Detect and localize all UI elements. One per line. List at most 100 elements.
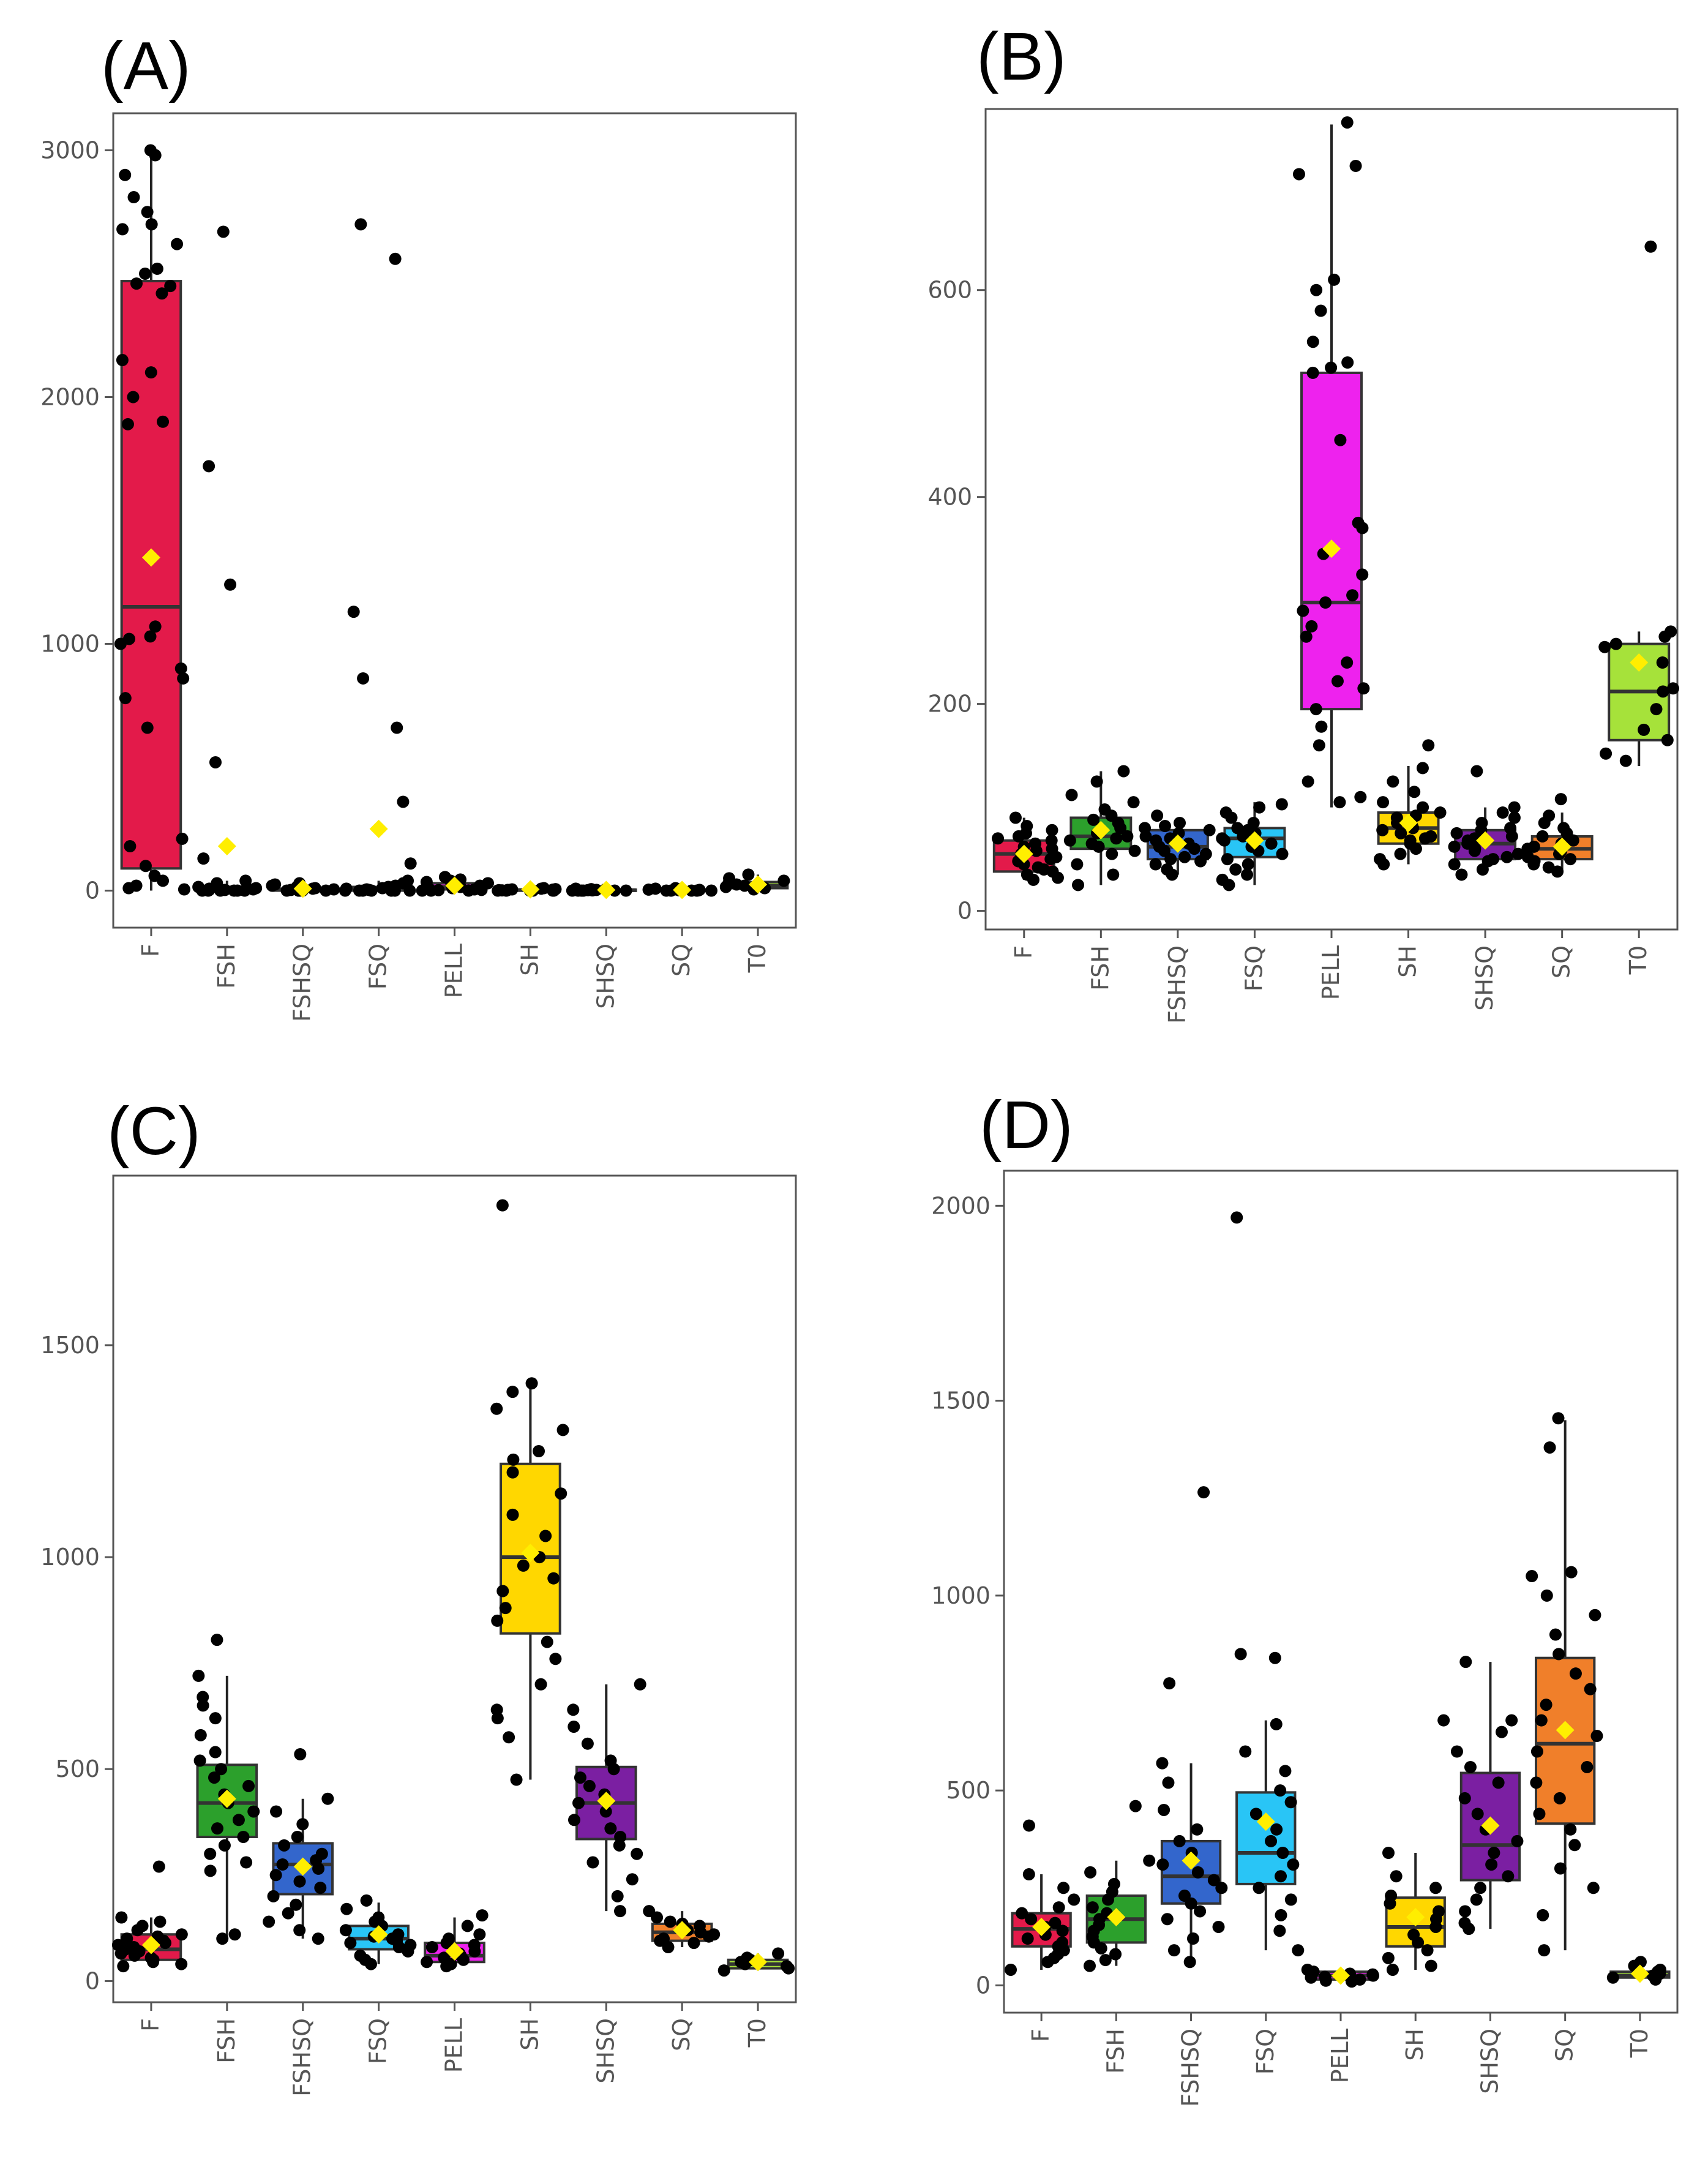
data-point xyxy=(1305,620,1318,633)
y-tick-label: 500 xyxy=(946,1777,991,1804)
data-point xyxy=(1310,283,1323,296)
data-point xyxy=(1203,824,1216,836)
data-point xyxy=(1450,827,1463,839)
data-point xyxy=(1276,1847,1289,1860)
data-point xyxy=(151,262,163,275)
data-point xyxy=(152,1860,165,1873)
data-point xyxy=(1173,1834,1186,1847)
x-tick-label: F xyxy=(1027,2029,1054,2042)
data-point xyxy=(1606,1971,1619,1984)
data-point xyxy=(144,630,157,643)
data-point xyxy=(468,1945,481,1958)
y-tick-label: 1500 xyxy=(931,1387,991,1414)
data-point xyxy=(1537,1909,1549,1921)
y-tick-label: 0 xyxy=(976,1972,991,1999)
data-point xyxy=(293,1924,306,1937)
data-point xyxy=(490,1402,503,1415)
data-point xyxy=(1162,1776,1175,1789)
data-point xyxy=(1553,1792,1566,1804)
data-point xyxy=(1584,1683,1597,1695)
data-point xyxy=(1090,775,1103,788)
data-point xyxy=(1270,1823,1283,1836)
mean-marker xyxy=(217,1789,236,1808)
x-tick-label: SHSQ xyxy=(592,2018,619,2084)
data-point xyxy=(1357,682,1370,695)
data-point xyxy=(1309,703,1322,716)
data-point xyxy=(1084,1866,1097,1879)
x-tick-label: T0 xyxy=(744,2018,771,2048)
data-point xyxy=(1422,739,1435,752)
data-point xyxy=(1009,811,1022,824)
data-point xyxy=(461,1920,474,1932)
data-point xyxy=(178,883,190,896)
data-point xyxy=(147,1956,160,1969)
data-point xyxy=(1052,1901,1065,1914)
mean-marker xyxy=(1406,1908,1425,1927)
data-point xyxy=(209,1712,222,1725)
y-tick-label: 600 xyxy=(927,277,972,304)
mean-marker xyxy=(749,1953,768,1972)
panel-b: (B) 0 200 400 600 F FSH FSHSQ FSQ PELL SH SHSQ SQ T0 xyxy=(927,19,1679,1024)
data-point xyxy=(1249,1808,1262,1820)
data-point xyxy=(1470,765,1483,778)
mean-marker xyxy=(293,1857,312,1876)
data-point xyxy=(1638,723,1650,736)
mean-marker xyxy=(597,880,616,899)
data-point xyxy=(1376,824,1389,836)
data-point xyxy=(1143,1854,1156,1867)
y-tick-label: 0 xyxy=(85,1967,100,1994)
data-point xyxy=(197,852,210,865)
data-point xyxy=(278,1839,291,1852)
data-point xyxy=(1139,830,1152,843)
data-point xyxy=(1056,1924,1069,1937)
mean-marker xyxy=(673,880,692,899)
data-point xyxy=(1341,116,1354,129)
data-point xyxy=(547,884,560,897)
data-point xyxy=(1197,1486,1210,1499)
data-point xyxy=(491,1712,504,1725)
data-point xyxy=(1314,304,1327,317)
data-point xyxy=(567,1814,580,1827)
x-tick-label: SH xyxy=(516,2018,543,2051)
data-point xyxy=(547,1572,560,1585)
data-point xyxy=(583,1779,596,1792)
data-point xyxy=(1183,1956,1196,1969)
data-point xyxy=(1237,830,1249,843)
data-point xyxy=(1046,824,1058,836)
data-point xyxy=(1564,853,1577,866)
panel-a: (A) 0 1000 2000 3000 F FSH FSHSQ FSQ PELL SH SHSQ S… xyxy=(40,28,797,1022)
data-point xyxy=(473,1928,486,1941)
data-point xyxy=(1191,1866,1204,1879)
data-point xyxy=(339,884,351,897)
data-point xyxy=(1495,1725,1508,1738)
data-point xyxy=(1072,879,1085,892)
data-point xyxy=(209,1746,222,1759)
x-tick-label: F xyxy=(1010,945,1037,959)
data-point xyxy=(1511,1834,1524,1847)
x-tick-label: FSHSQ xyxy=(1177,2029,1204,2107)
data-point xyxy=(312,1862,325,1875)
data-point xyxy=(204,1847,217,1860)
data-point xyxy=(1551,865,1564,878)
data-point xyxy=(404,857,417,870)
data-point xyxy=(164,280,177,293)
data-point xyxy=(1417,801,1429,814)
data-point xyxy=(365,884,378,897)
data-point xyxy=(533,1445,545,1457)
data-point xyxy=(247,1805,260,1818)
data-point xyxy=(1016,1907,1028,1920)
data-point xyxy=(1356,568,1369,581)
data-point xyxy=(1470,1893,1483,1906)
data-point xyxy=(128,1949,141,1962)
data-point xyxy=(1666,682,1679,695)
data-point xyxy=(280,884,293,897)
data-point xyxy=(1543,1441,1556,1454)
data-point xyxy=(1127,796,1140,809)
data-point xyxy=(193,1754,206,1767)
data-point xyxy=(121,1932,133,1945)
x-tick-label: SH xyxy=(1395,945,1421,978)
data-point xyxy=(1485,1858,1498,1871)
data-point xyxy=(662,1941,675,1953)
data-point xyxy=(291,1831,304,1843)
data-point xyxy=(613,1839,626,1852)
